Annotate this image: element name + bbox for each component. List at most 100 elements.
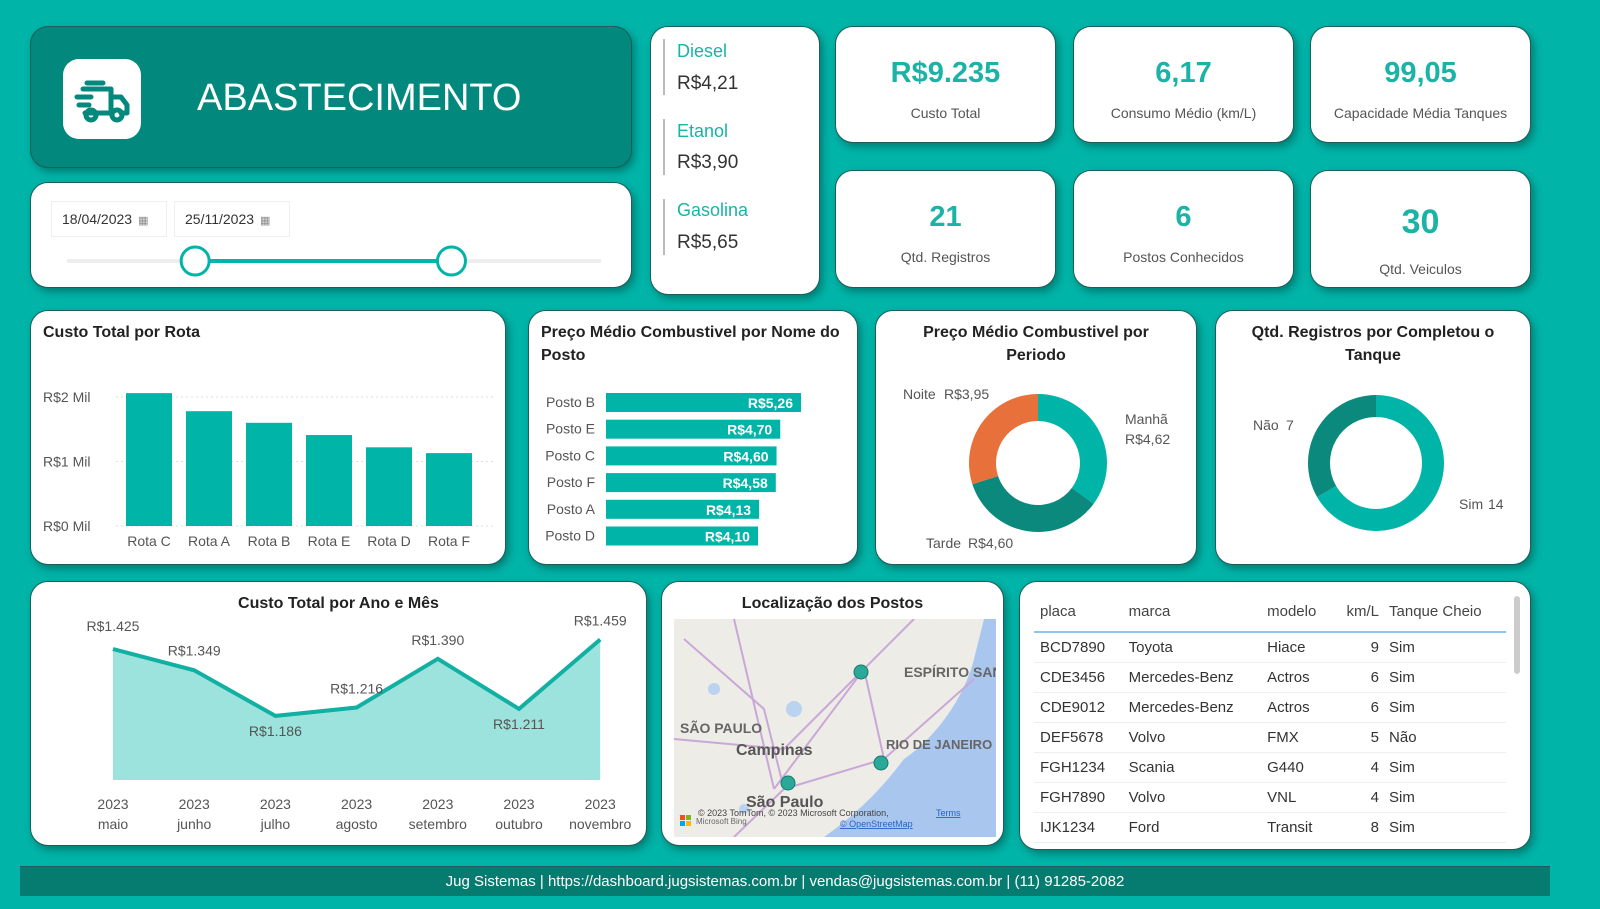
kpi-label: Capacidade Média Tanques	[1333, 105, 1508, 121]
map-label: RIO DE JANEIRO	[886, 737, 992, 752]
table-cell: 9	[1329, 632, 1384, 663]
start-date-input[interactable]: 18/04/2023 ▦	[51, 201, 167, 237]
table-cell: Transit	[1261, 812, 1330, 843]
map-marker[interactable]	[780, 775, 796, 791]
slice-label: Manhã	[1125, 411, 1168, 427]
table-row[interactable]: CDE3456 Mercedes-Benz Actros 6 Sim	[1034, 662, 1506, 693]
map[interactable]: ESPÍRITO SAN SÃO PAULO Campinas RIO DE J…	[674, 619, 996, 837]
microsoft-logo-icon	[680, 815, 691, 826]
x-tick-label: Rota B	[248, 533, 291, 549]
map-label: SÃO PAULO	[680, 719, 762, 736]
chart-title: Custo Total por Rota	[43, 324, 201, 341]
column-header[interactable]: Tanque Cheio	[1383, 592, 1506, 633]
x-tick-month: outubro	[495, 816, 543, 832]
fuel-price: R$4,21	[677, 73, 739, 94]
table-cell: 4	[1329, 782, 1384, 813]
x-tick-label: Rota C	[127, 533, 171, 549]
column-header[interactable]: modelo	[1261, 592, 1330, 633]
table-row[interactable]: IJK1234 Ford Transit 8 Sim	[1034, 812, 1506, 843]
data-label: R$1.216	[330, 681, 383, 697]
bing-logo: Microsoft Bing	[696, 817, 747, 826]
y-tick-label: R$0 Mil	[43, 518, 90, 534]
data-label: R$1.459	[574, 612, 627, 628]
table-cell: Sim	[1383, 632, 1506, 663]
slider-end-handle[interactable]	[435, 245, 467, 277]
kpi-qtd-registros: 21 Qtd. Registros	[835, 170, 1056, 288]
table-scrollbar[interactable]	[1514, 596, 1520, 674]
table-cell: IJK1234	[1034, 812, 1123, 843]
map-label: São Paulo	[746, 794, 824, 811]
kpi-label: Consumo Médio (km/L)	[1110, 105, 1257, 121]
kpi-value: 99,05	[1384, 57, 1457, 89]
data-label: R$1.390	[411, 632, 464, 648]
table-row[interactable]: FGH7890 Volvo VNL 4 Sim	[1034, 782, 1506, 813]
map-terms-link[interactable]: Terms	[936, 808, 961, 818]
data-label: R$4,10	[705, 529, 750, 545]
kpi-capacidade-media: 99,05 Capacidade Média Tanques	[1310, 26, 1531, 143]
date-range-filter: 18/04/2023 ▦ 25/11/2023 ▦	[30, 182, 632, 288]
data-label: R$4,13	[706, 502, 751, 518]
donut-slice	[972, 475, 1094, 532]
kpi-value: 30	[1401, 203, 1440, 241]
chart-title: Qtd. Registros por Completou o Tanque	[1251, 324, 1495, 364]
y-tick-label: Posto C	[545, 447, 595, 463]
map-label: Campinas	[736, 742, 813, 759]
chart-title: Custo Total por Ano e Mês	[238, 595, 439, 612]
donut-slice	[1308, 395, 1376, 497]
kpi-qtd-veiculos: 30 Qtd. Veiculos	[1310, 170, 1531, 288]
map-attribution: © 2023 TomTom, © 2023 Microsoft Corporat…	[698, 808, 889, 818]
slider-start-handle[interactable]	[179, 245, 211, 277]
table-cell: 6	[1329, 662, 1384, 693]
slice-label: Tarde	[926, 535, 961, 551]
table-cell: Ford	[1122, 812, 1262, 843]
table-cell: Sim	[1383, 662, 1506, 693]
table-row[interactable]: FGH1234 Scania G440 4 Sim	[1034, 752, 1506, 783]
header-card: ABASTECIMENTO	[30, 26, 632, 168]
bar	[426, 453, 472, 526]
map-marker[interactable]	[873, 755, 889, 771]
data-label: R$1.425	[87, 618, 140, 634]
table-row[interactable]: DEF5678 Volvo FMX 5 Não	[1034, 722, 1506, 753]
bar	[606, 446, 777, 466]
table-cell: Mercedes-Benz	[1122, 692, 1262, 723]
chart-preco-por-posto: Preço Médio Combustivel por Nome do Post…	[528, 310, 858, 565]
data-label: R$4,58	[723, 475, 768, 491]
x-tick-month: novembro	[569, 816, 631, 832]
data-label: R$4,70	[727, 422, 772, 438]
slice-label: R$4,62	[1125, 431, 1170, 447]
x-tick-year: 2023	[260, 796, 291, 812]
y-tick-label: Posto A	[547, 501, 596, 517]
column-header[interactable]: km/L	[1329, 592, 1384, 633]
chart-title: Preço Médio Combustivel por Nome do Post…	[541, 324, 840, 364]
x-tick-label: Rota F	[428, 533, 470, 549]
fuel-label: Etanol	[677, 121, 729, 141]
slice-value: 7	[1286, 417, 1294, 433]
x-tick-label: Rota D	[367, 533, 411, 549]
map-marker[interactable]	[853, 664, 869, 680]
column-header[interactable]: placa	[1034, 592, 1123, 633]
kpi-custo-total: R$9.235 Custo Total	[835, 26, 1056, 143]
fuel-price: R$3,90	[677, 152, 739, 173]
y-tick-label: Posto B	[546, 394, 595, 410]
table-row[interactable]: BCD7890 Toyota Hiace 9 Sim	[1034, 632, 1506, 663]
x-tick-year: 2023	[97, 796, 128, 812]
bar	[606, 526, 758, 546]
x-tick-year: 2023	[179, 796, 210, 812]
date-slider[interactable]	[31, 183, 633, 289]
bar	[366, 447, 412, 526]
table-cell: Volvo	[1122, 782, 1262, 813]
end-date-input[interactable]: 25/11/2023 ▦	[174, 201, 290, 237]
table-row[interactable]: CDE9012 Mercedes-Benz Actros 6 Sim	[1034, 692, 1506, 723]
x-tick-year: 2023	[341, 796, 372, 812]
slice-label: Sim	[1459, 496, 1483, 512]
kpi-label: Qtd. Registros	[900, 249, 991, 265]
table-cell: Scania	[1122, 752, 1262, 783]
map-osm-link[interactable]: © OpenStreetMap	[840, 819, 913, 829]
column-header[interactable]: marca	[1122, 592, 1262, 633]
table-cell: Sim	[1383, 752, 1506, 783]
kpi-postos-conhecidos: 6 Postos Conhecidos	[1073, 170, 1294, 288]
calendar-icon: ▦	[138, 215, 149, 227]
table-cell: Sim	[1383, 782, 1506, 813]
fuel-price: R$5,65	[677, 232, 739, 253]
table-cell: FMX	[1261, 722, 1330, 753]
